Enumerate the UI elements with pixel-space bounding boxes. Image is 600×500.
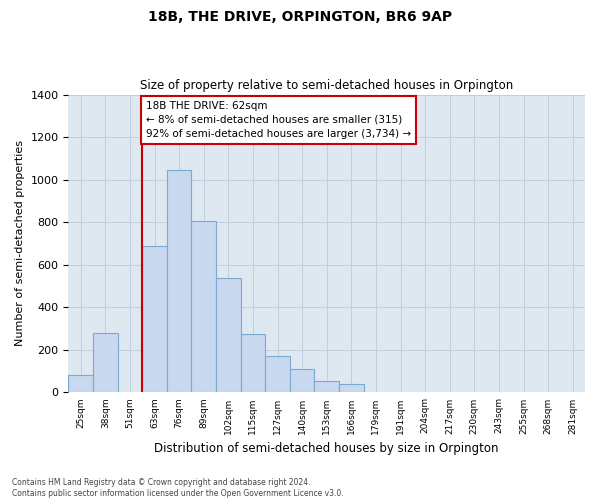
Title: Size of property relative to semi-detached houses in Orpington: Size of property relative to semi-detach… xyxy=(140,79,514,92)
Bar xyxy=(167,170,191,392)
Bar xyxy=(314,380,339,392)
Bar xyxy=(93,333,118,392)
Bar xyxy=(339,384,364,392)
Y-axis label: Number of semi-detached properties: Number of semi-detached properties xyxy=(15,140,25,346)
Bar xyxy=(191,221,216,392)
Bar xyxy=(265,356,290,392)
Bar xyxy=(68,376,93,392)
Bar xyxy=(142,246,167,392)
X-axis label: Distribution of semi-detached houses by size in Orpington: Distribution of semi-detached houses by … xyxy=(154,442,499,455)
Bar xyxy=(216,278,241,392)
Text: 18B, THE DRIVE, ORPINGTON, BR6 9AP: 18B, THE DRIVE, ORPINGTON, BR6 9AP xyxy=(148,10,452,24)
Bar xyxy=(290,369,314,392)
Bar xyxy=(241,334,265,392)
Text: 18B THE DRIVE: 62sqm
← 8% of semi-detached houses are smaller (315)
92% of semi-: 18B THE DRIVE: 62sqm ← 8% of semi-detach… xyxy=(146,101,411,139)
Text: Contains HM Land Registry data © Crown copyright and database right 2024.
Contai: Contains HM Land Registry data © Crown c… xyxy=(12,478,344,498)
